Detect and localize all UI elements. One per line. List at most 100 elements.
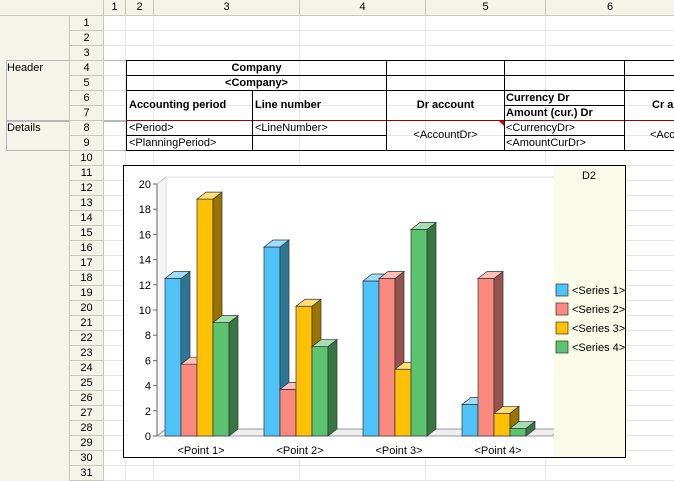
section-bracket-header [6,60,126,121]
row-header-21[interactable]: 21 [70,316,104,331]
x-tick-label: <Point 2> [276,445,323,457]
row-header-9[interactable]: 9 [70,136,104,151]
sheet-corner[interactable] [0,0,104,16]
column-header-1[interactable]: 1 [104,0,126,16]
bar [509,428,527,437]
x-tick-label: <Point 1> [177,445,224,457]
column-header-3[interactable]: 3 [154,0,300,16]
legend-label: <Series 1> [572,285,625,297]
row-header-8[interactable]: 8 [70,121,104,136]
gridline-row [104,135,674,136]
y-tick-label: 16 [139,229,151,241]
gridline-row [104,45,674,46]
bar [263,246,281,437]
legend-label: <Series 3> [572,323,625,335]
bar [394,368,412,437]
bar [461,404,479,437]
cr-account-header[interactable]: Cr a [652,99,674,111]
y-tick-label: 2 [145,406,151,418]
column-header-2[interactable]: 2 [126,0,154,16]
row-header-14[interactable]: 14 [70,211,104,226]
section-label-details[interactable]: Details [7,122,41,134]
row-header-17[interactable]: 17 [70,256,104,271]
company-param[interactable]: <Company> [225,77,288,89]
legend-label: <Series 2> [572,304,625,316]
row-header-29[interactable]: 29 [70,436,104,451]
planning-period-param[interactable]: <PlanningPeriod> [129,137,217,149]
column-header-6[interactable]: 6 [546,0,674,16]
bar-top [163,271,192,279]
chart-box[interactable]: 0 2 4 6 8 10 12 14 16 18 20 <Point 1> <Point 2> <Poin… [123,165,626,458]
row-header-30[interactable]: 30 [70,451,104,466]
chart-left-wall [156,175,167,438]
row-header-18[interactable]: 18 [70,271,104,286]
row-header-6[interactable]: 6 [70,91,104,106]
row-header-10[interactable]: 10 [70,151,104,166]
row-header-2[interactable]: 2 [70,31,104,46]
row-header-25[interactable]: 25 [70,376,104,391]
y-tick-label: 12 [139,280,151,292]
row-header-19[interactable]: 19 [70,286,104,301]
currency-dr-header[interactable]: Currency Dr [506,92,570,104]
row-header-31[interactable]: 31 [70,466,104,481]
bar-top [211,315,240,323]
row-header-5[interactable]: 5 [70,76,104,91]
table-line-r8a [126,135,386,136]
currency-dr-param[interactable]: <CurrencyDr> [506,122,576,134]
y-tick-label: 14 [139,255,151,267]
row-header-16[interactable]: 16 [70,241,104,256]
chart-title: D2 [582,170,596,182]
line-number-header[interactable]: Line number [255,99,322,111]
comment-marker-icon [499,121,504,126]
table-line-r5 [126,90,674,91]
bar-top [195,191,224,200]
amount-cur-dr-header[interactable]: Amount (cur.) Dr [506,107,593,119]
row-header-26[interactable]: 26 [70,391,104,406]
bar [493,412,511,437]
row-header-22[interactable]: 22 [70,331,104,346]
row-header-15[interactable]: 15 [70,226,104,241]
row-header-27[interactable]: 27 [70,406,104,421]
row-header-13[interactable]: 13 [70,196,104,211]
account-cr-param[interactable]: <Acc [650,129,674,141]
row-header-1[interactable]: 1 [70,16,104,31]
line-number-param[interactable]: <LineNumber> [255,122,328,134]
legend-swatch [555,283,569,297]
row-header-7[interactable]: 7 [70,106,104,121]
legend-label: <Series 4> [572,342,625,354]
column-header-5[interactable]: 5 [426,0,546,16]
row-header-20[interactable]: 20 [70,301,104,316]
row-header-4[interactable]: 4 [70,61,104,76]
table-vline-1 [252,90,253,151]
company-title[interactable]: Company [231,62,282,74]
table-border-top [126,60,674,61]
amount-cur-dr-param[interactable]: <AmountCurDr> [506,137,587,149]
row-header-24[interactable]: 24 [70,361,104,376]
bar [279,389,297,437]
section-gutter [0,16,70,481]
y-tick-label: 20 [139,179,151,191]
account-dr-param[interactable]: <AccountDr> [413,129,478,141]
accounting-period-header[interactable]: Accounting period [129,99,227,111]
dr-account-header[interactable]: Dr account [416,99,475,111]
table-border-bottom [126,150,674,151]
section-label-header[interactable]: Header [7,62,44,74]
bar [212,322,230,437]
row-header-23[interactable]: 23 [70,346,104,361]
bar-top [508,421,537,429]
bar-top [409,222,438,230]
y-tick-label: 6 [145,355,151,367]
y-tick-label: 4 [145,381,151,393]
legend-swatch [555,321,569,335]
row-header-3[interactable]: 3 [70,46,104,61]
period-param[interactable]: <Period> [129,122,174,134]
row-header-28[interactable]: 28 [70,421,104,436]
bar [295,305,313,437]
bar-side [327,338,338,437]
x-tick-label: <Point 4> [474,445,521,457]
row-header-12[interactable]: 12 [70,181,104,196]
column-header-4[interactable]: 4 [300,0,426,16]
bar-top [492,405,521,414]
bar [180,363,198,437]
row-header-11[interactable]: 11 [70,166,104,181]
